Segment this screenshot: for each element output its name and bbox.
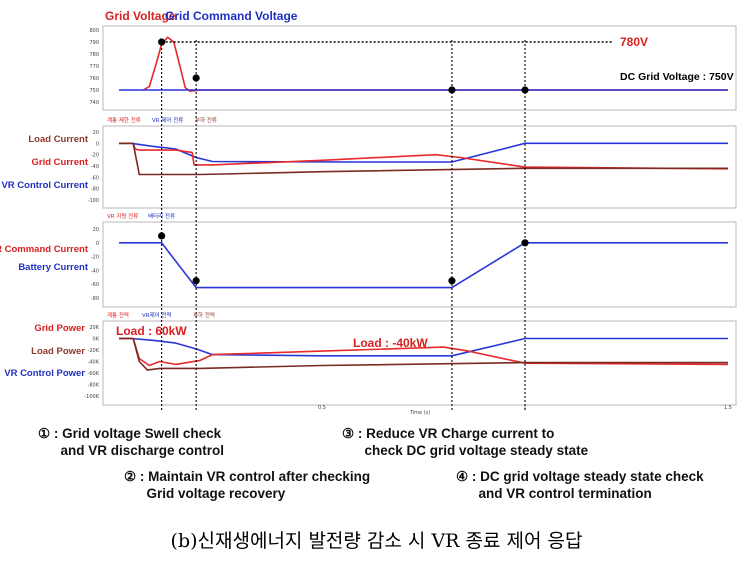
series-line-vr-command-current [119, 242, 728, 289]
y-tick-label: 760 [89, 76, 99, 82]
figure-caption: (b)신재생에너지 발전량 감소 시 VR 종료 제어 응답 [170, 530, 583, 552]
y-tick-label: -100K [84, 394, 99, 400]
series-line-load-power [119, 337, 728, 371]
y-tick-label: -80K [88, 383, 100, 389]
event-marker [448, 277, 456, 285]
legend-grid-voltage: Grid Voltage [105, 9, 176, 23]
top-label-battery-current: 배터리 전류 [148, 212, 175, 220]
y-tick-label: -20 [91, 153, 99, 159]
y-tick-label: 800 [89, 28, 99, 34]
series-line-vr-control-power [119, 337, 728, 357]
y-tick-label: 20 [93, 227, 99, 233]
label-vr-control-current: VR Control Current [1, 180, 88, 191]
label-grid-power: Grid Power [34, 323, 85, 334]
y-tick-label: -80 [91, 296, 99, 302]
x-tick-label: 1 [523, 405, 526, 411]
panel-frame-power [102, 320, 737, 406]
note-3: ③ : Reduce VR Charge current to check DC… [342, 426, 589, 458]
label-load-current: Load Current [28, 134, 88, 145]
annotation-dc-grid-voltage: DC Grid Voltage : 750V [620, 71, 734, 83]
y-tick-label: 750 [89, 88, 99, 94]
label-load-power: Load Power [31, 346, 85, 357]
y-tick-label: 0K [93, 337, 100, 343]
y-tick-label: -80 [91, 187, 99, 193]
note-4: ④ : DC grid voltage steady state check a… [456, 469, 704, 501]
y-tick-label: 780 [89, 52, 99, 58]
annotation-load-60kw: Load : 60kW [116, 324, 187, 338]
event-marker [192, 277, 200, 285]
panel-frame-currents [102, 125, 737, 209]
y-tick-label: -60 [91, 175, 99, 181]
top-label-grid-limit-current: 계통 제한 전류 [107, 116, 141, 124]
top-label-vr-command-current: VR 지령 전류 [107, 212, 138, 220]
note-2: ② : Maintain VR control after checking G… [124, 469, 371, 501]
legend-grid-command-voltage: Grid Command Voltage [165, 9, 298, 23]
event-marker [448, 86, 456, 94]
y-tick-label: -100 [88, 198, 99, 204]
y-tick-label: 20 [93, 130, 99, 136]
y-tick-label: -40K [88, 360, 100, 366]
event-marker [192, 74, 200, 82]
panel-frame-voltage [102, 25, 737, 111]
label-vr-command-current: VR Command Current [0, 244, 89, 255]
y-tick-label: 0 [96, 241, 99, 247]
y-tick-label: -20 [91, 255, 99, 261]
y-tick-label: -60 [91, 282, 99, 288]
top-label-load-power: 부하 전력 [193, 311, 215, 319]
event-marker [158, 38, 166, 46]
y-tick-label: -60K [88, 371, 100, 377]
event-marker [521, 86, 529, 94]
note-1: ① : Grid voltage Swell check and VR disc… [38, 426, 225, 458]
series-line-grid-current [119, 142, 729, 170]
top-label-load-current: 부하 전류 [195, 116, 217, 124]
y-tick-label: 790 [89, 40, 99, 46]
annotation-load-minus-40kw: Load : -40kW [353, 336, 428, 350]
y-tick-label: -20K [88, 348, 100, 354]
label-vr-control-power: VR Control Power [4, 368, 85, 379]
x-axis-label: Time (s) [409, 410, 430, 416]
label-grid-current: Grid Current [32, 157, 89, 168]
top-label-grid-power: 계통 전력 [107, 311, 129, 319]
top-label-vr-control-current: VR 제어 전류 [152, 116, 183, 124]
y-tick-label: 0 [96, 141, 99, 147]
y-tick-label: 20K [89, 325, 99, 331]
series-line-vr-control-current [119, 142, 728, 163]
annotation-780v: 780V [620, 35, 648, 49]
y-tick-label: 770 [89, 64, 99, 70]
event-marker [158, 232, 166, 240]
event-marker [521, 239, 529, 247]
top-label-vr-control-power: VR제어 전력 [142, 311, 172, 319]
x-tick-label: 0.5 [318, 405, 326, 411]
x-tick-label: 1.5 [724, 405, 732, 411]
panel-frame-vr-command [102, 221, 737, 308]
y-tick-label: -40 [91, 164, 99, 170]
label-battery-current: Battery Current [18, 262, 89, 273]
y-tick-label: -40 [91, 268, 99, 274]
series-line-load-current [119, 142, 728, 176]
y-tick-label: 740 [89, 100, 99, 106]
